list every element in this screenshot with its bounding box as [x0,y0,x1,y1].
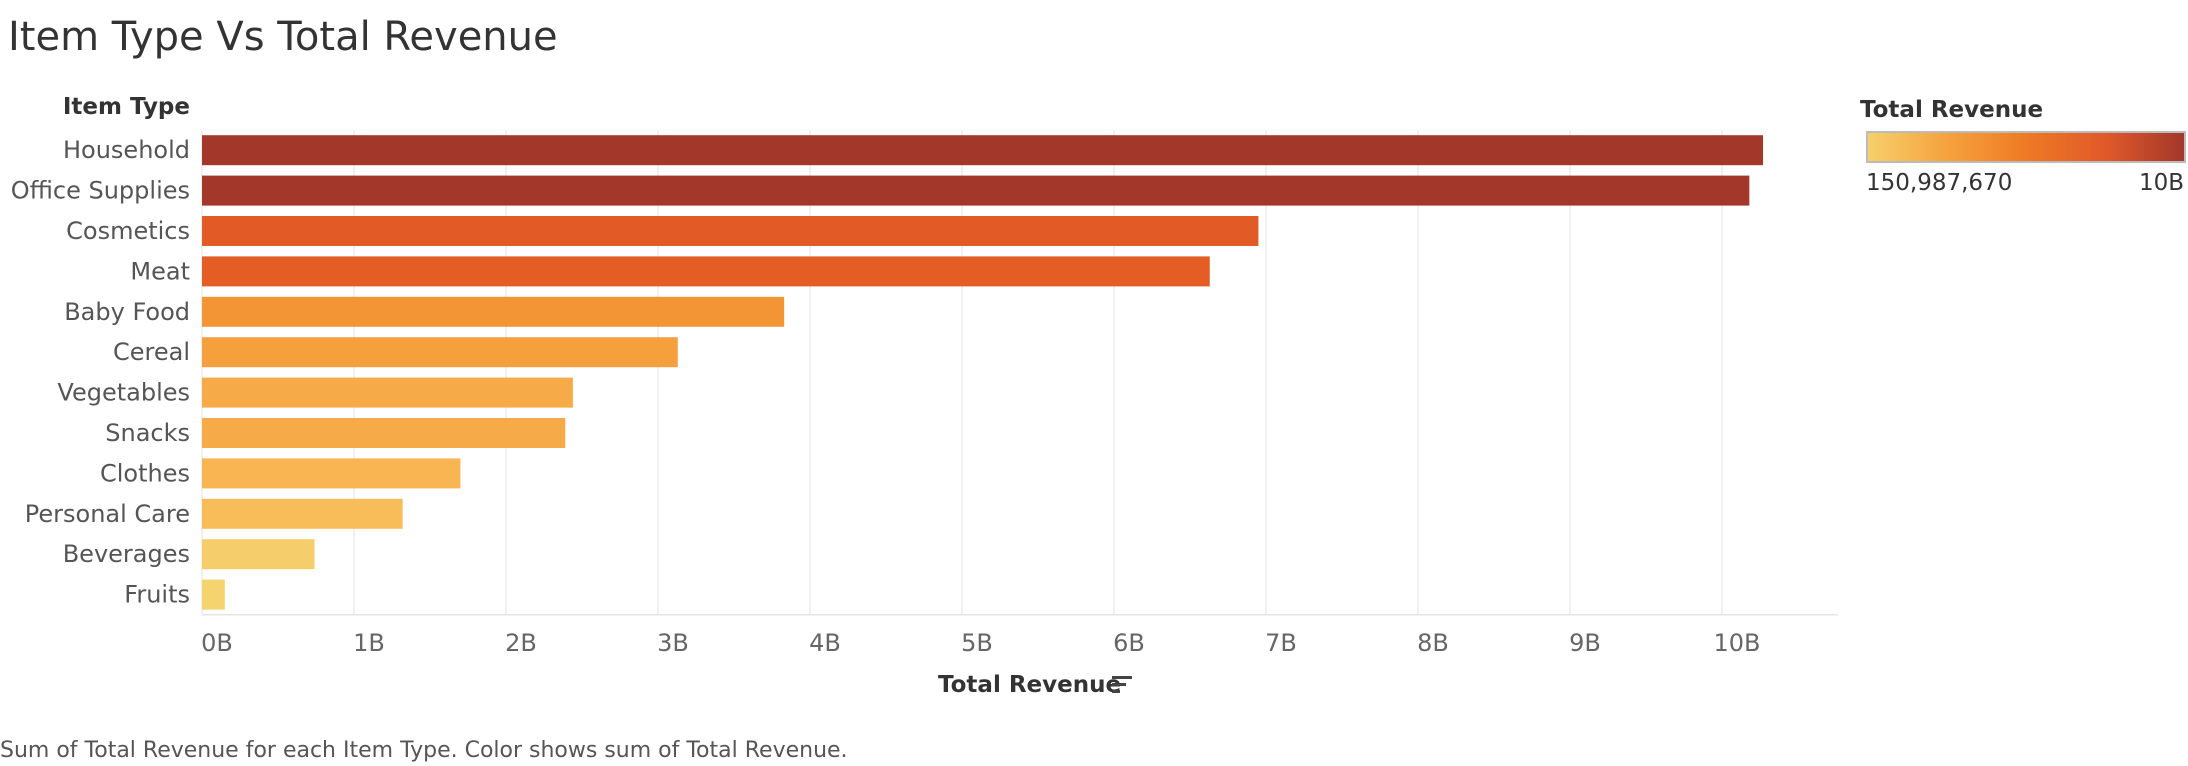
bar-household[interactable] [202,135,1764,166]
category-label: Meat [130,257,190,285]
bar-baby-food[interactable] [202,296,785,327]
x-tick-label: 7B [1265,629,1297,657]
x-tick-label: 10B [1713,629,1760,657]
bar-fruits[interactable] [202,579,225,610]
x-axis-title: Total Revenue [938,672,1122,698]
bar-clothes[interactable] [202,458,461,489]
bar-layer [202,135,1764,610]
chart-caption: Sum of Total Revenue for each Item Type.… [0,738,848,763]
bar-snacks[interactable] [202,418,566,448]
category-label: Cereal [113,338,190,366]
legend-min-label: 150,987,670 [1866,170,2013,196]
bar-vegetables[interactable] [202,377,573,408]
category-label: Household [63,136,190,164]
legend-title: Total Revenue [1860,97,2044,123]
chart-title: Item Type Vs Total Revenue [8,14,558,60]
x-tick-label: 6B [1113,629,1145,657]
category-label: Fruits [124,581,190,609]
category-label: Personal Care [25,500,190,528]
x-tick-label: 4B [809,629,841,657]
sort-descending-icon[interactable] [1112,676,1134,696]
bar-beverages[interactable] [202,539,315,570]
category-label: Vegetables [57,379,190,407]
category-label: Snacks [105,419,190,447]
category-labels: Household Office Supplies Cosmetics Meat Bab… [11,136,190,608]
bar-personal-care[interactable] [202,498,403,529]
bar-office-supplies[interactable] [202,175,1750,206]
bar-cosmetics[interactable] [202,216,1259,246]
category-label: Cosmetics [66,217,190,245]
category-label: Office Supplies [11,177,190,205]
x-tick-label: 9B [1569,629,1601,657]
legend-max-label: 10B [2138,170,2184,196]
category-label: Baby Food [64,298,190,326]
bar-meat[interactable] [202,256,1210,287]
x-tick-label: 0B [201,629,233,657]
x-tick-labels: 0B 1B 2B 3B 4B 5B 6B 7B 8B 9B 10B [201,629,1760,657]
category-label: Beverages [63,540,190,568]
x-tick-label: 2B [505,629,537,657]
x-tick-label: 8B [1417,629,1449,657]
bar-cereal[interactable] [202,337,678,368]
x-tick-label: 3B [657,629,689,657]
x-tick-label: 1B [353,629,385,657]
category-label: Clothes [100,459,190,487]
y-axis-header: Item Type [62,94,190,120]
x-tick-label: 5B [961,629,993,657]
legend-color-ramp [1866,131,2186,163]
grid-layer [201,130,1838,616]
